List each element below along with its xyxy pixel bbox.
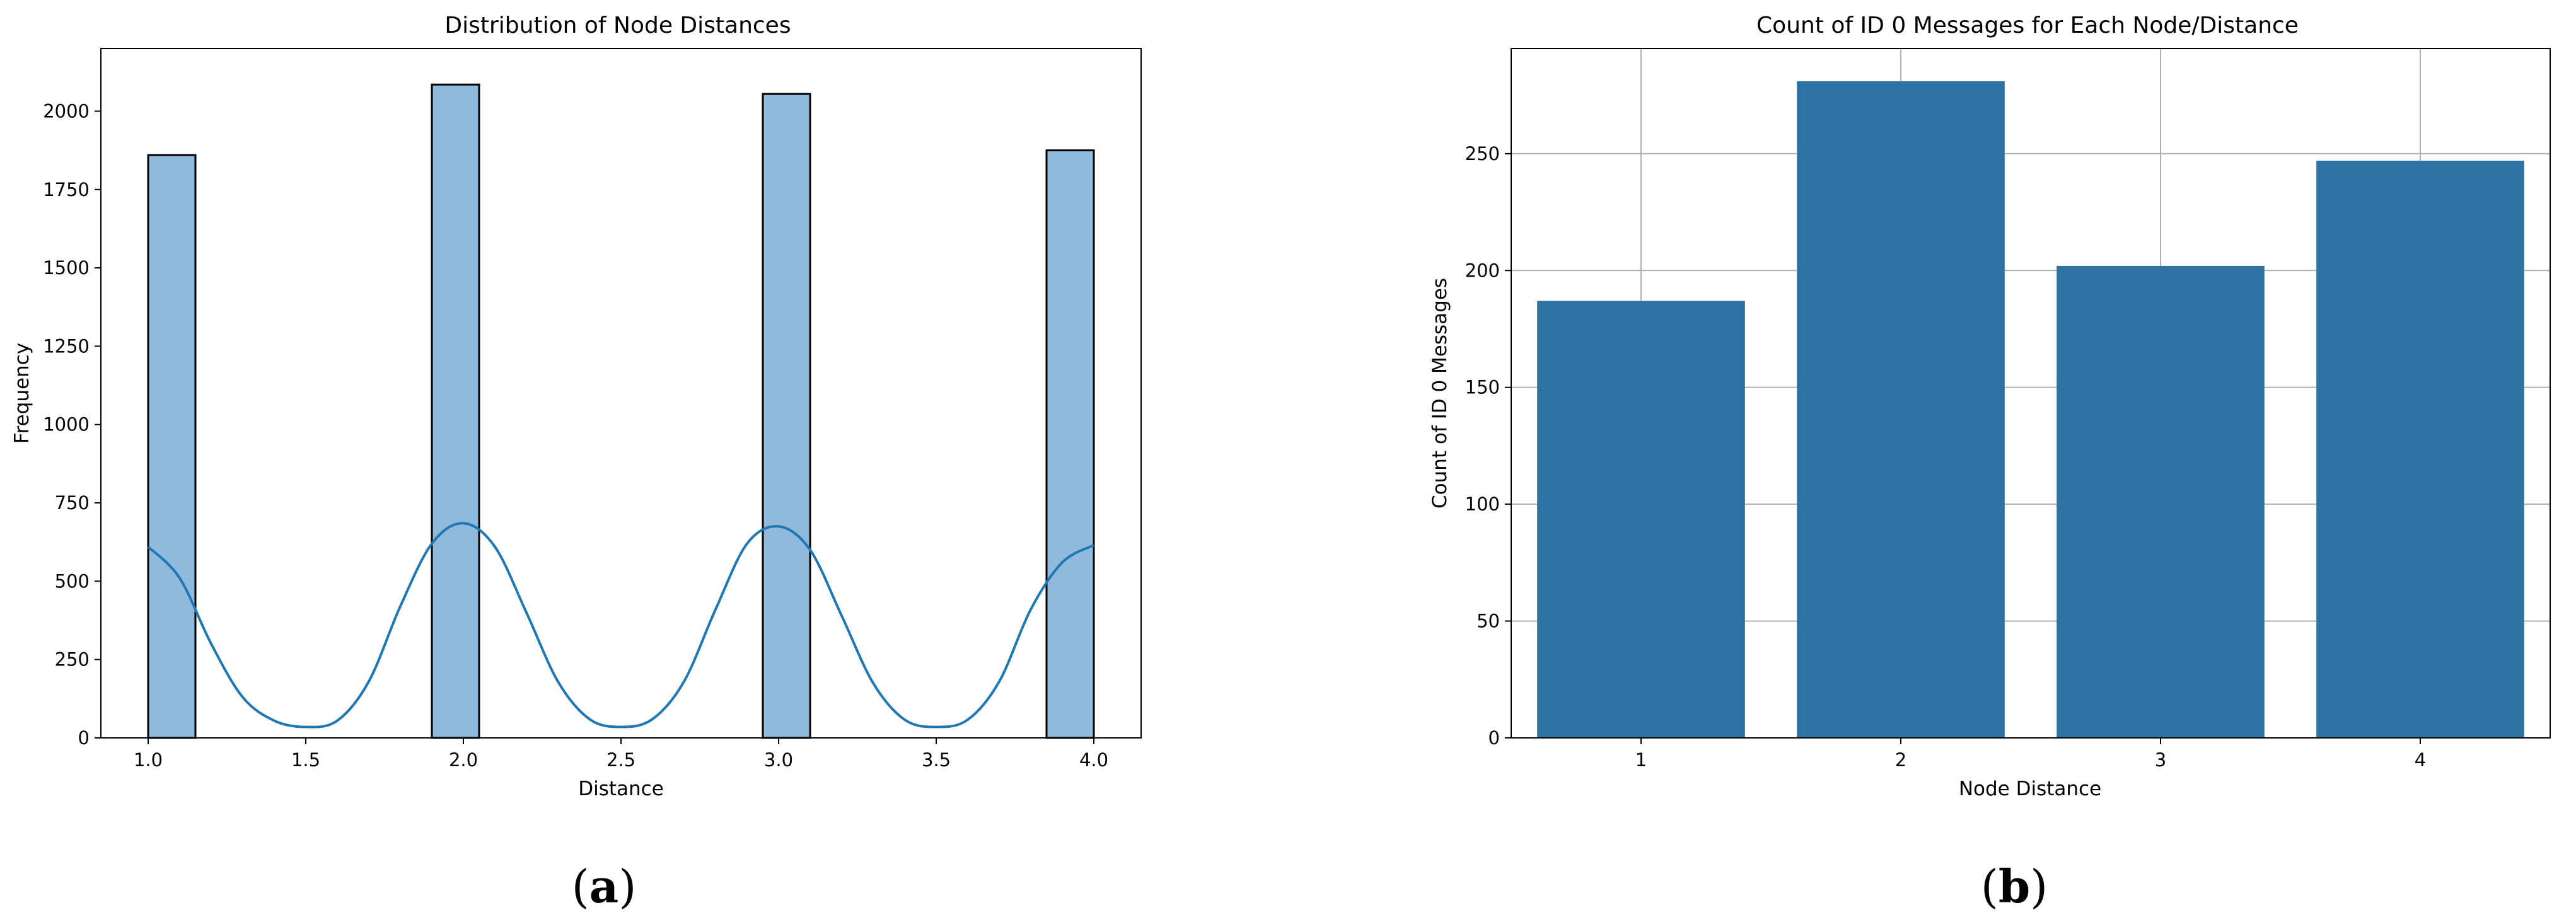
chart-b-caption: (b) xyxy=(1981,860,2048,913)
histogram-chart: Distribution of Node Distances 1.0 1.5 2.0… xyxy=(11,13,1142,913)
x-tick-label: 4.0 xyxy=(1079,749,1108,771)
chart-a-y-label: Frequency xyxy=(11,343,33,444)
kde-curve xyxy=(147,522,1094,728)
y-tick-label: 750 xyxy=(55,492,90,514)
chart-b-bars xyxy=(1537,81,2524,738)
chart-a-x-ticks: 1.0 1.5 2.0 2.5 3.0 3.5 4.0 xyxy=(134,738,1108,771)
histogram-bar xyxy=(147,154,197,739)
y-tick-label: 0 xyxy=(78,727,90,749)
y-tick-label: 100 xyxy=(1465,493,1500,515)
x-tick-label: 3.5 xyxy=(922,749,951,771)
y-tick-label: 2000 xyxy=(43,100,90,122)
x-tick-label: 1.5 xyxy=(291,749,320,771)
y-tick-label: 0 xyxy=(1488,727,1500,749)
bar xyxy=(2057,265,2265,738)
y-tick-label: 200 xyxy=(1465,260,1500,281)
y-tick-label: 1250 xyxy=(43,335,90,357)
x-tick-label: 3 xyxy=(2155,749,2166,771)
chart-b-frame xyxy=(1511,48,2551,739)
chart-a-y-ticks: 0 250 500 750 1000 1250 1500 1750 2000 xyxy=(43,100,101,749)
y-tick-label: 1500 xyxy=(43,257,90,279)
chart-a-caption: (a) xyxy=(572,860,637,913)
chart-b-x-label: Node Distance xyxy=(1959,778,2101,800)
chart-b-title: Count of ID 0 Messages for Each Node/Dis… xyxy=(1756,13,2299,38)
histogram-bar xyxy=(431,83,480,739)
bar xyxy=(1797,81,2005,738)
x-tick-label: 2.0 xyxy=(449,749,478,771)
x-tick-label: 3.0 xyxy=(764,749,793,771)
x-tick-label: 1 xyxy=(1635,749,1647,771)
chart-a-x-label: Distance xyxy=(578,778,664,800)
y-tick-label: 250 xyxy=(55,649,90,670)
x-tick-label: 2 xyxy=(1895,749,1906,771)
chart-a-title: Distribution of Node Distances xyxy=(444,13,791,38)
x-tick-label: 1.0 xyxy=(134,749,163,771)
bar xyxy=(2316,161,2524,738)
bar-chart: Count of ID 0 Messages for Each Node/Dis… xyxy=(1429,13,2551,913)
histogram-bars xyxy=(147,83,1095,739)
chart-a-frame xyxy=(100,48,1142,739)
chart-b-y-label: Count of ID 0 Messages xyxy=(1429,278,1451,509)
histogram-bar xyxy=(1045,149,1095,739)
histogram-bar xyxy=(762,93,811,739)
bar xyxy=(1537,301,1745,738)
x-tick-label: 4 xyxy=(2415,749,2426,771)
chart-b-y-ticks: 0 50 100 150 200 250 xyxy=(1465,143,1511,749)
x-tick-label: 2.5 xyxy=(606,749,635,771)
y-tick-label: 50 xyxy=(1477,611,1500,632)
y-tick-label: 1750 xyxy=(43,179,90,200)
y-tick-label: 250 xyxy=(1465,143,1500,164)
chart-b-x-ticks: 1 2 3 4 xyxy=(1635,738,2426,771)
y-tick-label: 500 xyxy=(55,570,90,592)
y-tick-label: 1000 xyxy=(43,414,90,435)
y-tick-label: 150 xyxy=(1465,377,1500,398)
